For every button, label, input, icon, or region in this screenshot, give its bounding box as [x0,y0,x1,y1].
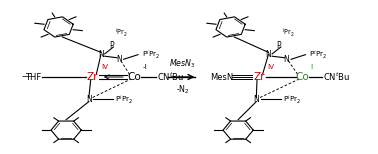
Text: P$^i$Pr$_2$: P$^i$Pr$_2$ [115,93,133,106]
Text: I: I [311,64,313,70]
Text: P: P [109,41,113,50]
Text: $^i$Pr$_2$: $^i$Pr$_2$ [115,27,127,39]
Text: IV: IV [101,64,108,70]
Text: N: N [116,55,122,64]
Text: CN$^t$Bu: CN$^t$Bu [157,71,184,83]
Text: P$^i$Pr$_2$: P$^i$Pr$_2$ [142,48,160,61]
Text: N: N [98,50,104,59]
Text: Co: Co [127,72,141,82]
Text: MesN$_3$: MesN$_3$ [169,58,196,70]
Text: P$^i$Pr$_2$: P$^i$Pr$_2$ [283,93,301,106]
Text: Zr: Zr [253,72,265,82]
Text: N: N [253,95,259,104]
Text: P$^i$Pr$_2$: P$^i$Pr$_2$ [309,48,327,61]
Text: Zr: Zr [87,72,98,82]
Text: CN$^t$Bu: CN$^t$Bu [323,71,350,83]
Text: P: P [276,41,281,50]
Text: -I: -I [143,64,147,70]
Text: Co: Co [296,72,309,82]
Text: -N$_2$: -N$_2$ [176,84,190,96]
Text: THF: THF [25,73,41,81]
Text: N: N [86,95,92,104]
Text: —: — [22,73,31,81]
Text: N: N [265,50,271,59]
Text: MesN: MesN [210,73,233,81]
Text: $^i$Pr$_2$: $^i$Pr$_2$ [282,27,294,39]
Text: IV: IV [267,64,274,70]
Text: N: N [284,55,290,64]
